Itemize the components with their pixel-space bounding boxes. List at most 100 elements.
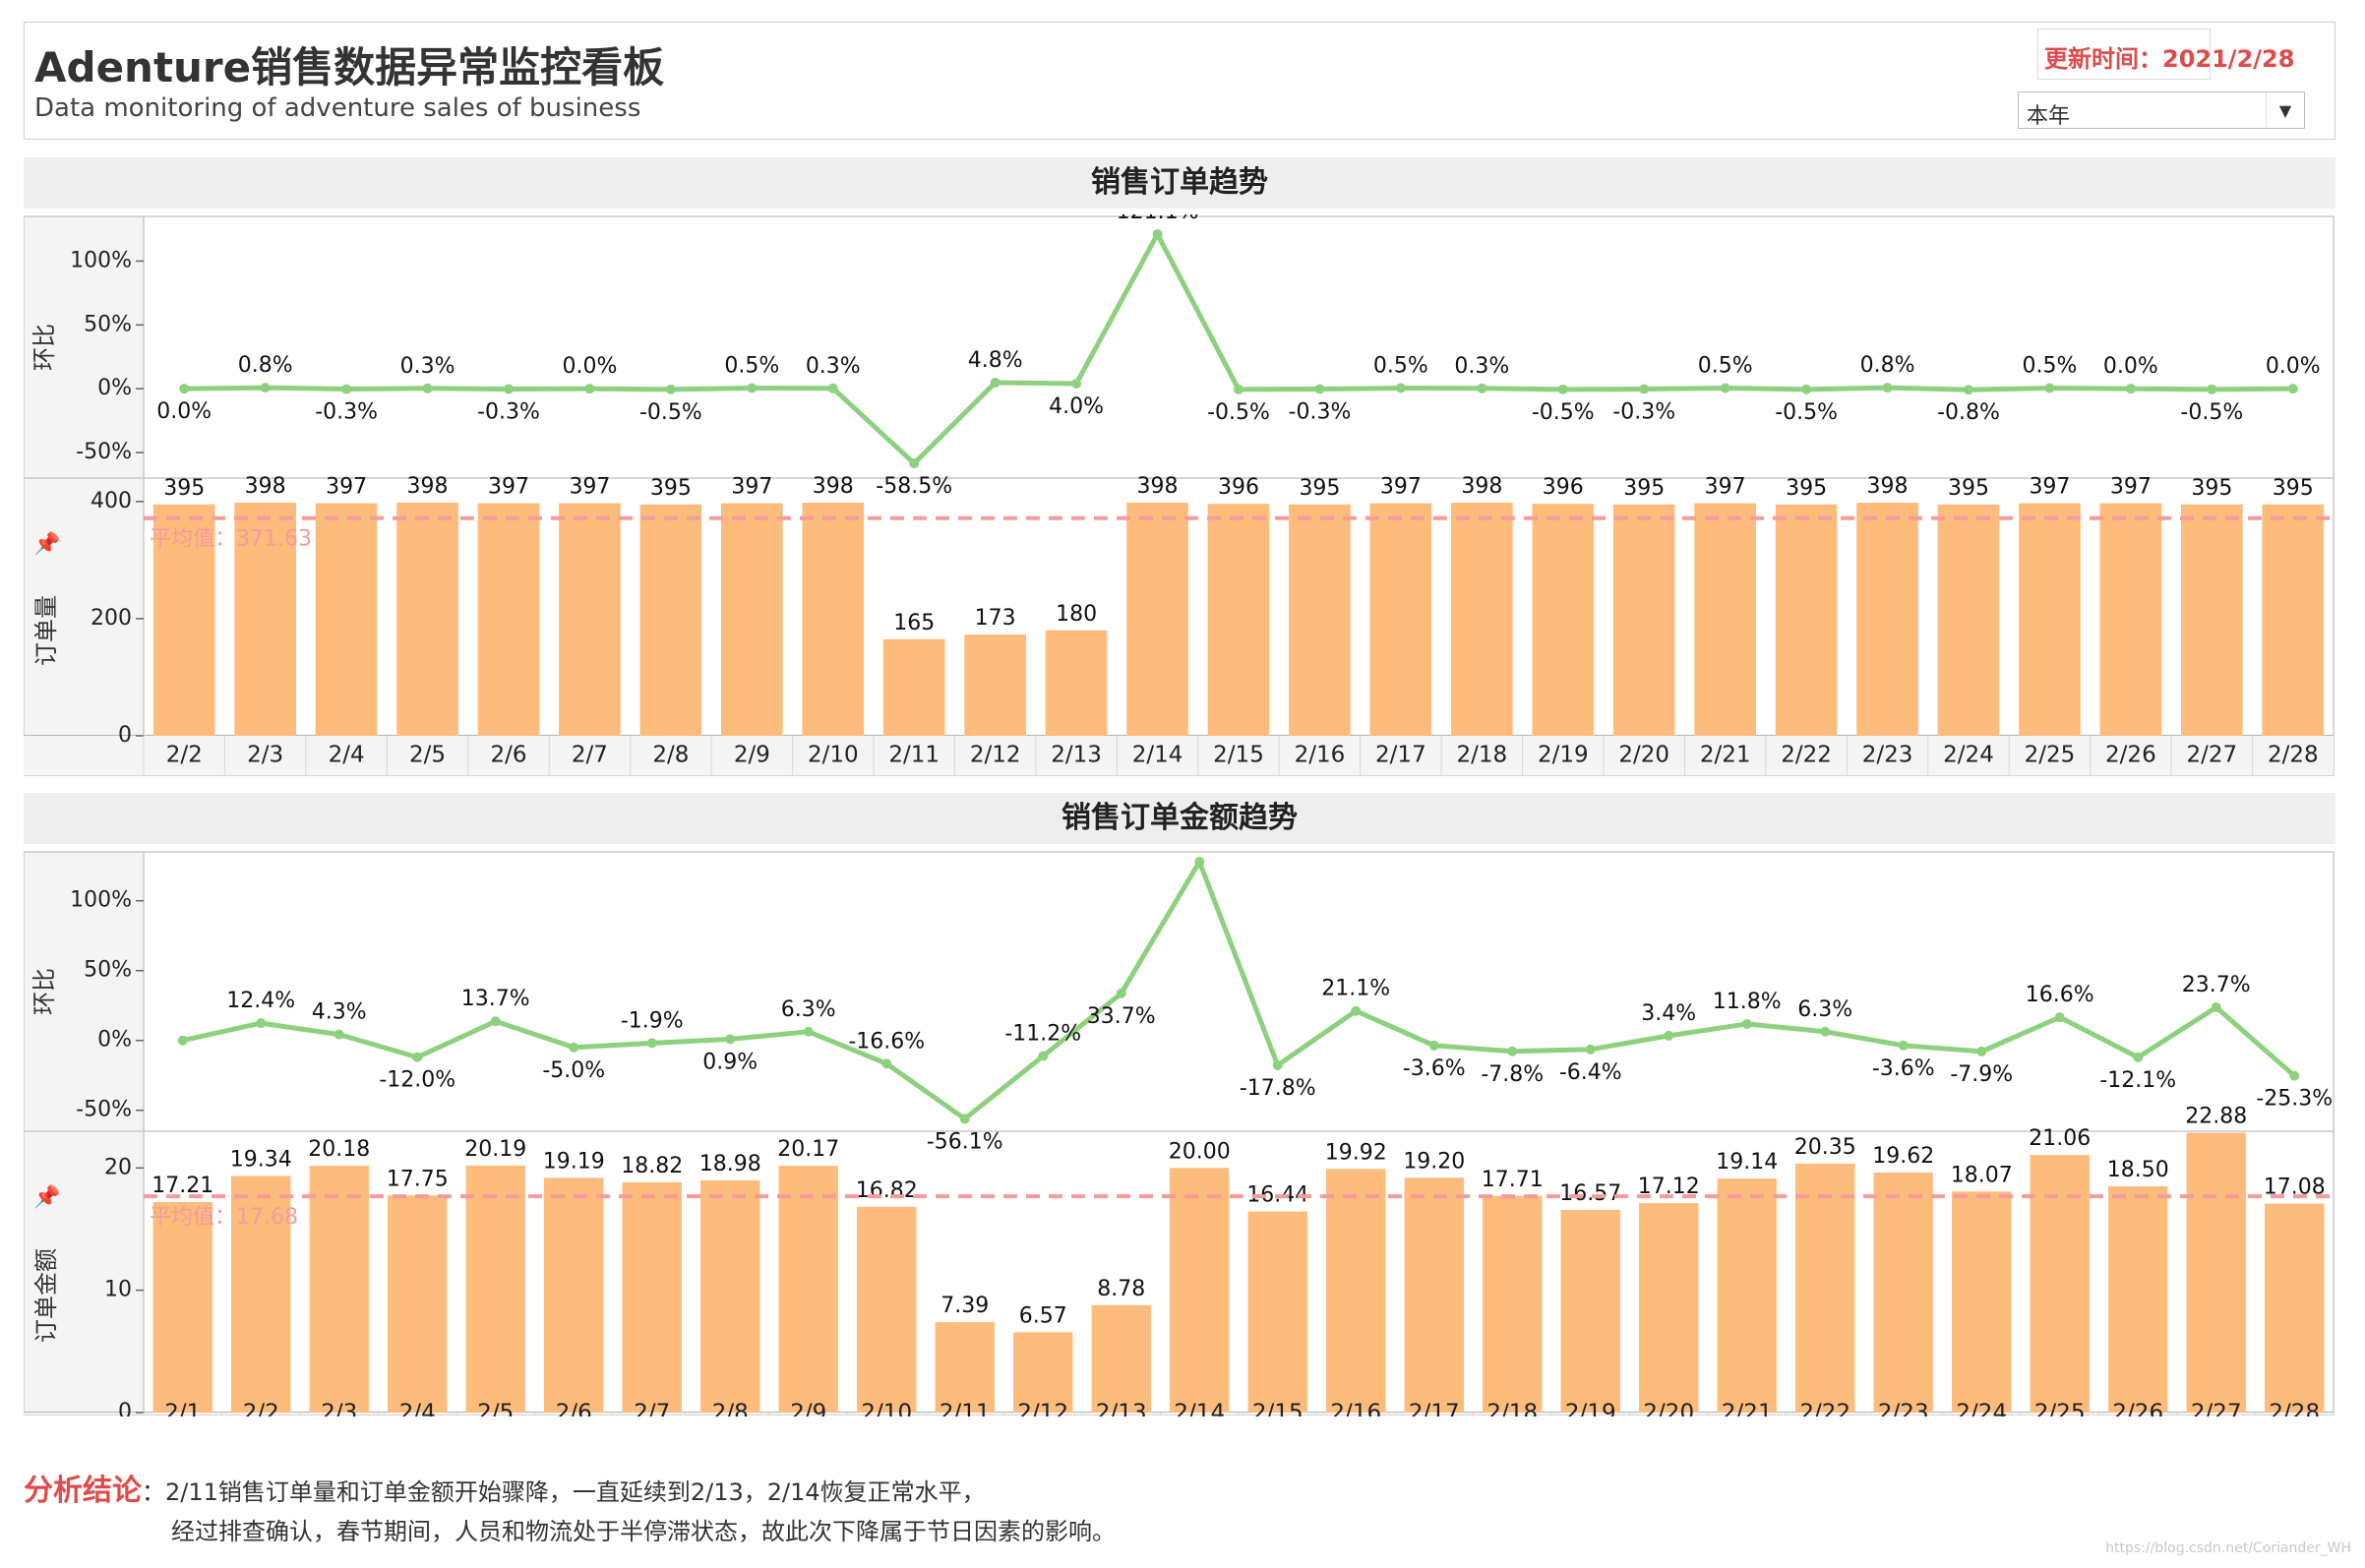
bar-data-label: 398 (407, 474, 449, 499)
bar (1694, 503, 1756, 736)
mom-data-label: -0.5% (1207, 400, 1270, 425)
axis-label-background (24, 852, 144, 1413)
mom-point (747, 383, 758, 393)
mom-data-label: 3.4% (1641, 1001, 1696, 1026)
x-tick-label: 2/18 (1457, 743, 1508, 768)
bar (700, 1179, 760, 1413)
mom-data-label: 0.8% (238, 353, 293, 378)
x-tick-label: 2/13 (1051, 743, 1102, 768)
bar (778, 1166, 838, 1413)
bar (1091, 1304, 1151, 1413)
mom-line (182, 859, 2296, 1121)
mom-point (1801, 384, 1812, 394)
bar-data-label: 398 (245, 474, 286, 499)
analysis-conclusion: 分析结论：2/11销售订单量和订单金额开始骤降，一直延续到2/13，2/14恢复… (24, 1472, 1116, 1551)
x-tick-label: 2/4 (399, 1401, 436, 1417)
bar-data-label: 165 (893, 611, 935, 635)
x-tick-label: 2/28 (2268, 743, 2319, 768)
y-axis-title: 环比 (30, 324, 58, 371)
mom-data-label: -0.8% (1937, 400, 2000, 425)
mom-point (725, 1034, 736, 1045)
mom-point (1964, 385, 1973, 395)
bar-data-label: 18.07 (1951, 1163, 2013, 1187)
bar-data-label: 17.21 (152, 1174, 213, 1198)
mom-data-label: -16.6% (848, 1029, 925, 1054)
x-tick-label: 2/11 (940, 1401, 991, 1417)
bar (2265, 1203, 2325, 1413)
x-tick-label: 2/28 (2269, 1401, 2320, 1417)
mom-data-label: 12.4% (226, 989, 295, 1013)
mom-data-label: -11.2% (1004, 1022, 1081, 1047)
bar-data-label: 18.98 (699, 1152, 761, 1176)
mom-data-label: 0.3% (1454, 354, 1509, 379)
mom-line (184, 231, 2293, 466)
y-axis-title: 订单量 (32, 595, 60, 666)
x-axis-background (144, 736, 2334, 775)
bar-data-label: 19.19 (543, 1149, 605, 1174)
mom-data-label: 0.0% (156, 399, 212, 424)
mom-data-label: 121.1% (1117, 214, 1199, 224)
x-tick-label: 2/9 (790, 1401, 826, 1417)
x-tick-label: 2/23 (1878, 1401, 1929, 1417)
page-subtitle: Data monitoring of adventure sales of bu… (34, 93, 641, 123)
bar (2019, 503, 2081, 736)
bar (1560, 1209, 1620, 1413)
mom-data-label: 0.0% (2103, 354, 2158, 379)
y-tick-label: 10 (104, 1278, 132, 1302)
bar (1170, 1168, 1230, 1413)
y-tick-label: 100% (70, 248, 132, 272)
mom-data-label: -0.3% (315, 400, 378, 425)
mom-point (2054, 1012, 2065, 1023)
x-tick-label: 2/3 (247, 743, 283, 768)
bar (1207, 504, 1270, 736)
mom-data-label: 6.3% (1797, 997, 1852, 1022)
bar (2108, 1185, 2168, 1413)
bar-data-label: 397 (1380, 475, 1422, 500)
bar-data-label: 17.71 (1482, 1168, 1544, 1192)
mom-point (1639, 384, 1650, 394)
bar-data-label: 6.57 (1019, 1303, 1067, 1328)
bar-data-label: 8.78 (1097, 1277, 1145, 1301)
bar-data-label: 180 (1056, 602, 1097, 627)
y-tick-label: 0% (97, 1028, 132, 1053)
update-time-value: 2021/2/28 (2162, 45, 2295, 73)
x-tick-label: 2/16 (1330, 1401, 1381, 1417)
bar-data-label: 395 (1299, 476, 1340, 501)
y-tick-label: -50% (76, 1098, 132, 1122)
mom-point (881, 1058, 892, 1069)
mom-point (2133, 1052, 2144, 1062)
bar-data-label: 396 (1543, 475, 1584, 500)
mom-point (909, 458, 920, 469)
mom-point (1428, 1040, 1439, 1051)
y-tick-label: 0% (97, 376, 132, 400)
bar (1451, 503, 1513, 736)
bar (544, 1177, 604, 1413)
x-tick-label: 2/11 (888, 743, 940, 768)
y-tick-label: 100% (70, 888, 132, 913)
bar-data-label: 397 (326, 475, 367, 500)
mom-point (1664, 1030, 1674, 1041)
x-tick-label: 2/15 (1252, 1401, 1304, 1417)
bar-data-label: 22.88 (2185, 1104, 2247, 1128)
chevron-down-icon[interactable]: ▼ (2266, 92, 2304, 128)
period-filter-dropdown[interactable]: 本年 ▼ (2018, 91, 2305, 129)
x-tick-label: 2/25 (2025, 743, 2076, 768)
bar (622, 1181, 682, 1413)
bar (1856, 503, 1918, 736)
mom-point (1272, 1059, 1283, 1070)
mom-data-label: 0.0% (562, 354, 617, 379)
bar (2030, 1155, 2090, 1413)
bar-data-label: 397 (2029, 475, 2070, 500)
mom-data-label: 16.6% (2026, 983, 2094, 1007)
mom-data-label: 23.7% (2182, 973, 2251, 997)
bar-data-label: 395 (1786, 476, 1827, 501)
pin-icon: 📌 (33, 1183, 60, 1210)
x-tick-label: 2/17 (1375, 743, 1426, 768)
y-tick-label: 200 (91, 606, 132, 631)
average-label: 平均值：17.68 (150, 1205, 298, 1230)
bar-data-label: 16.57 (1559, 1181, 1621, 1206)
bar (559, 503, 621, 736)
x-tick-label: 2/5 (477, 1401, 514, 1417)
bar (802, 503, 865, 736)
mom-point (2125, 384, 2136, 394)
